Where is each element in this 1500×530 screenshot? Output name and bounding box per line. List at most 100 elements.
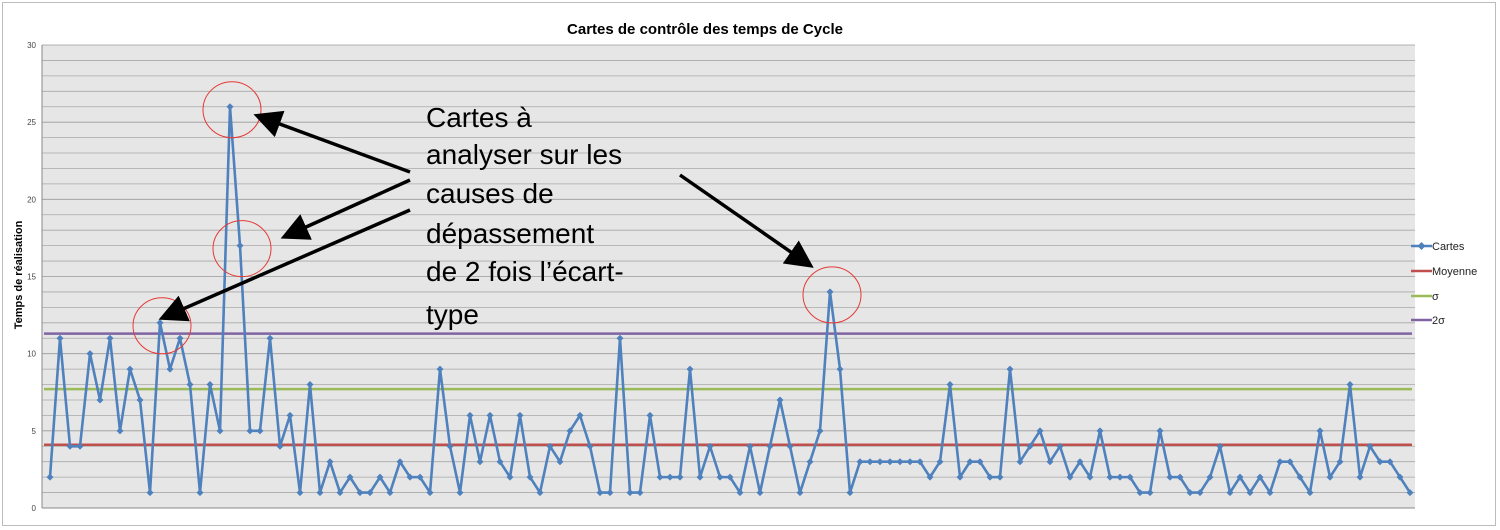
data-point xyxy=(1176,473,1184,481)
data-point xyxy=(336,489,344,497)
legend: Cartes Moyenne σ 2σ xyxy=(1411,241,1477,327)
data-point xyxy=(116,427,124,435)
data-point xyxy=(436,365,444,373)
data-point xyxy=(666,473,674,481)
data-point xyxy=(126,365,134,373)
data-point xyxy=(1136,489,1144,497)
data-point xyxy=(986,473,994,481)
data-point xyxy=(996,473,1004,481)
annotation-arrow xyxy=(280,178,411,240)
legend-item-sigma: σ xyxy=(1411,291,1439,303)
data-point xyxy=(796,489,804,497)
annotation-line-5: de 2 fois l’écart- xyxy=(426,256,624,287)
data-point xyxy=(356,489,364,497)
data-point xyxy=(776,396,784,404)
data-point xyxy=(396,458,404,466)
highlight-circle xyxy=(202,81,262,139)
annotation-arrow xyxy=(679,173,814,268)
highlight-circle xyxy=(802,266,862,324)
data-point xyxy=(1006,365,1014,373)
data-point xyxy=(1026,442,1034,450)
data-point xyxy=(636,489,644,497)
data-point xyxy=(466,411,474,419)
data-point xyxy=(866,458,874,466)
data-point xyxy=(566,427,574,435)
data-point xyxy=(446,442,454,450)
data-point xyxy=(616,334,624,342)
data-point xyxy=(1186,489,1194,497)
data-point xyxy=(1276,458,1284,466)
data-point xyxy=(1046,458,1054,466)
data-point xyxy=(1156,427,1164,435)
data-point xyxy=(286,411,294,419)
data-point xyxy=(206,381,214,389)
data-point xyxy=(956,473,964,481)
data-point xyxy=(96,396,104,404)
annotation-line-6: type xyxy=(426,299,479,330)
data-point xyxy=(706,442,714,450)
annotation-arrow xyxy=(158,208,411,322)
data-point xyxy=(576,411,584,419)
series-cartes xyxy=(46,103,1414,497)
data-point xyxy=(916,458,924,466)
data-point xyxy=(936,458,944,466)
legend-label-moyenne: Moyenne xyxy=(1432,266,1477,278)
data-point xyxy=(1316,427,1324,435)
data-point xyxy=(976,458,984,466)
y-tick-label: 5 xyxy=(32,427,37,436)
data-point xyxy=(1246,489,1254,497)
annotation-arrows xyxy=(158,110,814,322)
annotation-line-2: analyser sur les xyxy=(426,139,622,170)
data-point xyxy=(836,365,844,373)
data-point xyxy=(756,489,764,497)
data-point xyxy=(66,442,74,450)
data-point xyxy=(1166,473,1174,481)
data-point xyxy=(346,473,354,481)
y-tick-label: 20 xyxy=(27,195,36,204)
y-tick-labels: 0 5 10 15 20 25 30 xyxy=(27,41,36,513)
annotation-line-1: Cartes à xyxy=(426,102,532,133)
data-point xyxy=(246,427,254,435)
data-point xyxy=(1056,442,1064,450)
legend-item-moyenne: Moyenne xyxy=(1411,266,1477,278)
data-point xyxy=(1126,473,1134,481)
data-point xyxy=(1296,473,1304,481)
data-point xyxy=(376,473,384,481)
legend-label-sigma: σ xyxy=(1432,291,1439,303)
data-point xyxy=(526,473,534,481)
data-point xyxy=(216,427,224,435)
data-point xyxy=(1306,489,1314,497)
data-point xyxy=(296,489,304,497)
data-point xyxy=(1386,458,1394,466)
data-point xyxy=(136,396,144,404)
data-point xyxy=(896,458,904,466)
data-point xyxy=(256,427,264,435)
data-point xyxy=(306,381,314,389)
data-point xyxy=(266,334,274,342)
annotation-line-3: causes de xyxy=(426,178,554,209)
data-point xyxy=(326,458,334,466)
data-point xyxy=(176,334,184,342)
annotation-text: Cartes à analyser sur les causes de dépa… xyxy=(426,102,624,330)
data-point xyxy=(1396,473,1404,481)
data-point xyxy=(366,489,374,497)
data-point xyxy=(316,489,324,497)
data-point xyxy=(536,489,544,497)
data-point xyxy=(766,442,774,450)
data-point xyxy=(606,489,614,497)
data-point xyxy=(86,350,94,358)
data-point xyxy=(1236,473,1244,481)
data-point xyxy=(876,458,884,466)
data-point xyxy=(1346,381,1354,389)
data-point xyxy=(226,103,234,111)
data-point xyxy=(1106,473,1114,481)
chart-title: Cartes de contrôle des temps de Cycle xyxy=(567,21,843,38)
data-point xyxy=(826,288,834,296)
data-point xyxy=(276,442,284,450)
data-point xyxy=(1286,458,1294,466)
data-point xyxy=(966,458,974,466)
data-point xyxy=(656,473,664,481)
data-point xyxy=(696,473,704,481)
y-tick-label: 0 xyxy=(32,504,37,513)
data-point xyxy=(1216,442,1224,450)
